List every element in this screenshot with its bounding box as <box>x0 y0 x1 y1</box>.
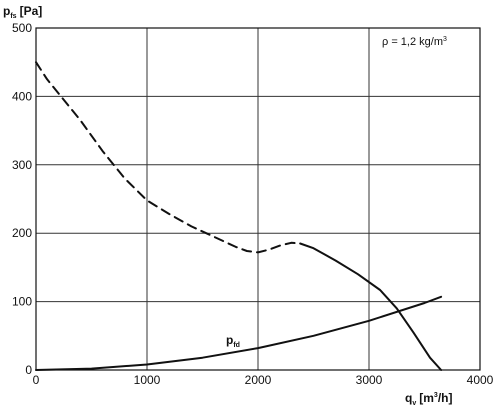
y-tick-label: 500 <box>12 21 32 35</box>
y-tick-label: 100 <box>12 295 32 309</box>
x-axis-label-unit-post: /h] <box>438 391 453 405</box>
series-label-pfd-main: p <box>226 333 233 347</box>
y-axis-label-unit: [Pa] <box>20 4 43 18</box>
plot-frame <box>35 27 481 371</box>
density-annotation-sup: 3 <box>443 36 447 43</box>
series-label-pfd: pfd <box>226 333 240 349</box>
x-tick-label: 2000 <box>245 373 272 387</box>
x-tick-label: 3000 <box>356 373 383 387</box>
density-annotation: ρ = 1,2 kg/m3 <box>382 36 447 48</box>
series-lines <box>35 61 443 371</box>
y-tick-label: 0 <box>25 363 32 377</box>
x-tick-label: 0 <box>33 373 40 387</box>
dynamic-pressure-curve-pfd <box>35 295 443 371</box>
pressure-curve-dashed <box>35 61 302 254</box>
x-tick-label: 1000 <box>134 373 161 387</box>
x-axis-label-main: q <box>405 391 412 405</box>
x-tick-label: 4000 <box>467 373 494 387</box>
x-axis-label: qv [m3/h] <box>405 391 453 407</box>
y-tick-label: 200 <box>12 226 32 240</box>
y-axis-label-main: p <box>3 4 10 18</box>
y-tick-label: 400 <box>12 89 32 103</box>
y-axis-label: pfs [Pa] <box>3 4 42 20</box>
tick-labels: 0 1000 2000 3000 4000 0 100 200 300 400 500 <box>12 21 494 387</box>
y-axis-label-sub: fs <box>10 13 16 20</box>
density-annotation-text: ρ = 1,2 kg/m <box>382 36 443 48</box>
y-tick-label: 300 <box>12 158 32 172</box>
x-axis-label-sub: v <box>412 400 416 407</box>
x-axis-label-unit-sup: 3 <box>434 392 438 399</box>
series-label-pfd-sub: fd <box>233 342 240 349</box>
grid-lines <box>36 28 480 370</box>
x-axis-label-unit-pre: [m <box>419 391 434 405</box>
pressure-curve-solid <box>299 242 443 371</box>
